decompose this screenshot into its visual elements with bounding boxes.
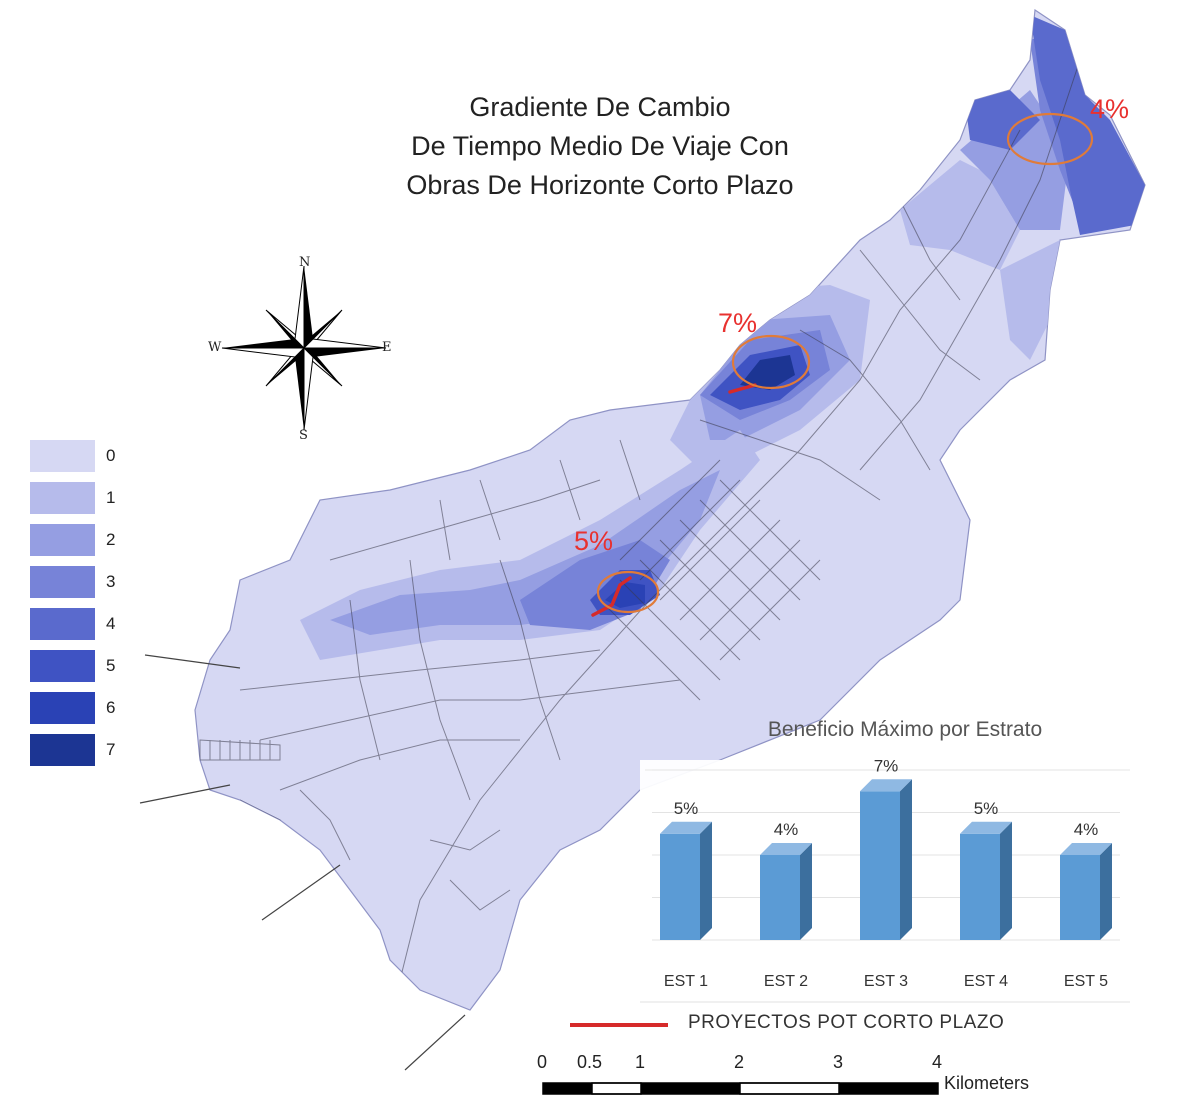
chart-bar <box>760 855 800 940</box>
chart-bar-side <box>800 843 812 940</box>
chart-category-label: EST 4 <box>964 973 1008 990</box>
chart-data-label: 4% <box>774 820 799 839</box>
compass-south-label: S <box>299 428 308 443</box>
legend-swatch <box>30 608 95 640</box>
chart-bar-side <box>700 821 712 940</box>
hotspot-ring-mid <box>731 334 811 390</box>
chart-bars <box>660 779 1112 940</box>
zone-level-1 <box>1000 240 1060 360</box>
zone-level-4 <box>1030 15 1145 235</box>
legend-swatch <box>30 440 95 472</box>
map-title-line-3: Obras De Horizonte Corto Plazo <box>406 170 794 200</box>
chart-bar <box>660 833 700 940</box>
chart-bar-top <box>960 821 1012 834</box>
chart-labels: 5% EST 1 4% EST 2 7% EST 3 5% EST 4 4% EST 5 <box>664 756 1108 990</box>
chart-bar-side <box>900 779 912 940</box>
chart-category-label: EST 3 <box>864 973 908 990</box>
map-title-line-2: De Tiempo Medio De Viaje Con <box>411 131 789 161</box>
chart-bar-side <box>1000 821 1012 940</box>
scale-tick-label: 0 <box>537 1052 548 1072</box>
scale-tick-label: 1 <box>635 1052 646 1072</box>
legend-label: 1 <box>106 488 116 507</box>
hotspot-label-center: 5% <box>574 526 614 556</box>
street-network <box>199 59 1081 981</box>
chart-bar-top <box>660 821 712 834</box>
legend-item: 4 <box>30 608 150 642</box>
boundary-lines <box>139 654 466 1071</box>
legend-swatch <box>30 524 95 556</box>
legend-swatch <box>30 734 95 766</box>
hotspot-ring-north <box>1006 112 1094 166</box>
bar-chart: 5% EST 1 4% EST 2 7% EST 3 5% EST 4 4% EST 5 <box>640 756 1130 1005</box>
compass-north-label: N <box>299 255 311 270</box>
chart-data-label: 4% <box>1074 820 1099 839</box>
chart-data-label: 5% <box>674 799 699 818</box>
chart-bar-top <box>760 843 812 855</box>
chart-category-label: EST 1 <box>664 973 708 990</box>
zone-level-2 <box>960 90 1070 230</box>
chart-category-label: EST 5 <box>1064 973 1108 990</box>
compass-east-label: E <box>382 340 392 355</box>
chart-bar <box>960 833 1000 940</box>
hotspot-label-mid: 7% <box>718 308 758 338</box>
legend-item: 3 <box>30 566 150 600</box>
compass-star-cardinal <box>304 266 313 348</box>
project-legend-label: PROYECTOS POT CORTO PLAZO <box>688 1012 1005 1033</box>
zone-level-4 <box>965 90 1040 150</box>
legend-swatch <box>30 482 95 514</box>
legend-item: 2 <box>30 524 150 558</box>
scale-tick-label: 3 <box>833 1052 844 1072</box>
legend-item: 7 <box>30 734 150 768</box>
legend-swatch <box>30 650 95 682</box>
legend-label: 3 <box>106 572 116 591</box>
chart-bar-side <box>1100 843 1112 940</box>
legend-label: 0 <box>106 446 116 465</box>
chart-bar-top <box>1060 843 1112 855</box>
chart-bar <box>860 791 900 940</box>
scale-tick-label: 2 <box>734 1052 745 1072</box>
legend-label: 4 <box>106 614 116 633</box>
hotspot-label-north: 4% <box>1090 94 1130 124</box>
map-title-line-1: Gradiente De Cambio <box>469 92 731 122</box>
legend-swatch <box>30 692 95 724</box>
zone-level-1 <box>900 160 1020 270</box>
zone-level-7 <box>740 355 795 390</box>
chart-category-label: EST 2 <box>764 973 808 990</box>
legend-item: 5 <box>30 650 150 684</box>
legend-label: 6 <box>106 698 116 717</box>
legend-swatch <box>30 566 95 598</box>
chart-bar-top <box>860 779 912 792</box>
legend-label: 5 <box>106 656 116 675</box>
hotspot-ring-center <box>596 570 660 614</box>
scale-bar <box>542 1082 939 1095</box>
chart-bar <box>1060 855 1100 940</box>
compass-rose <box>221 265 387 431</box>
scale-tick-label: 0.5 <box>577 1052 603 1072</box>
legend-item: 0 <box>30 440 150 474</box>
scale-tick-label: 4 <box>932 1052 943 1072</box>
legend-item: 6 <box>30 692 150 726</box>
scale-unit-label: Kilometers <box>944 1073 1030 1093</box>
legend-label: 7 <box>106 740 116 759</box>
chart-data-label: 7% <box>874 756 899 775</box>
compass-west-label: W <box>208 340 222 355</box>
chart-title: Beneficio Máximo por Estrato <box>767 718 1043 741</box>
legend-label: 2 <box>106 530 116 549</box>
chart-data-label: 5% <box>974 799 999 818</box>
hotspot-rings <box>596 112 1094 614</box>
legend-item: 1 <box>30 482 150 516</box>
project-lines <box>591 383 757 617</box>
